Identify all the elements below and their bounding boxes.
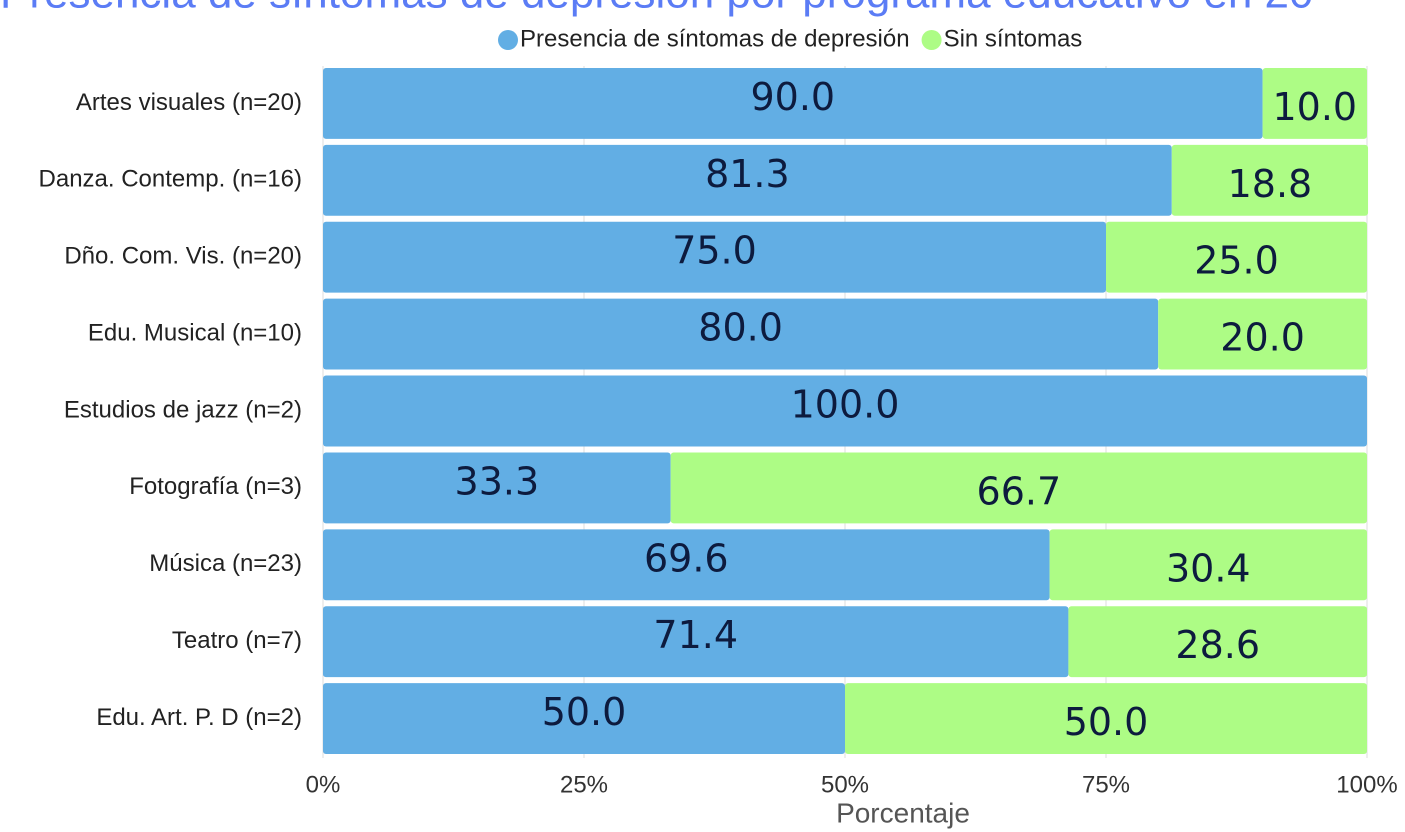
x-tick-label: 75% [1082,771,1130,798]
chart: Presencia de síntomas de depresión por p… [0,0,1405,832]
y-tick-label: Estudios de jazz (n=2) [64,396,302,423]
value-label: 81.3 [705,152,790,196]
value-label: 20.0 [1220,316,1305,360]
y-tick-label: Danza. Contemp. (n=16) [39,166,302,193]
y-tick-label: Teatro (n=7) [172,627,302,654]
value-label: 18.8 [1228,162,1313,206]
legend-marker [498,30,518,50]
y-tick-label: Edu. Art. P. D (n=2) [96,704,302,731]
value-label: 30.4 [1166,546,1251,590]
x-tick-label: 100% [1336,771,1397,798]
y-tick-label: Artes visuales (n=20) [76,89,302,116]
value-label: 80.0 [698,306,783,350]
value-label: 50.0 [1064,700,1149,744]
legend-label: Sin síntomas [944,25,1083,52]
y-tick-label: Edu. Musical (n=10) [88,319,302,346]
x-tick-label: 50% [821,771,869,798]
legend-label: Presencia de síntomas de depresión [520,25,910,52]
value-label: 75.0 [672,229,757,273]
value-label: 50.0 [542,690,627,734]
value-label: 25.0 [1194,239,1279,283]
y-tick-label: Música (n=23) [149,550,302,577]
value-label: 66.7 [977,469,1062,513]
y-tick-label: Dño. Com. Vis. (n=20) [64,243,302,270]
legend-marker [922,30,942,50]
value-label: 71.4 [653,613,738,657]
x-tick-label: 0% [306,771,341,798]
value-label: 69.6 [644,536,729,580]
value-label: 10.0 [1272,85,1357,129]
value-label: 33.3 [455,459,540,503]
y-tick-label: Fotografía (n=3) [129,473,302,500]
value-label: 100.0 [791,383,900,427]
x-tick-label: 25% [560,771,608,798]
chart-title: Presencia de síntomas de depresión por p… [0,0,1313,18]
value-label: 28.6 [1175,623,1260,667]
value-label: 90.0 [750,75,835,119]
x-axis-label: Porcentaje [836,797,970,828]
